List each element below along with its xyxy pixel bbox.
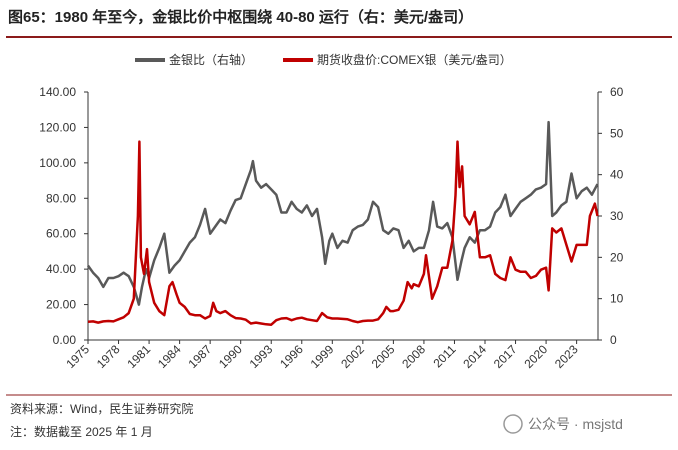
x-tick-label: 1999 [308, 342, 337, 371]
y-tick-label: 40.00 [46, 262, 76, 276]
y2-tick-label: 10 [610, 292, 624, 306]
legend-label: 期货收盘价:COMEX银（美元/盎司） [317, 52, 512, 67]
legend-item: 金银比（右轴） [135, 52, 253, 67]
x-tick-label: 1996 [277, 342, 306, 371]
series-line [87, 140, 599, 326]
x-tick-label: 1984 [155, 342, 184, 371]
y-tick-label: 120.00 [39, 120, 76, 134]
x-tick-label: 1978 [94, 342, 123, 371]
x-tick-label: 1981 [124, 342, 153, 371]
y-tick-label: 20.00 [46, 298, 76, 312]
y-tick-label: 80.00 [46, 191, 76, 205]
y-tick-label: 0.00 [53, 333, 77, 347]
y2-tick-label: 40 [610, 168, 624, 182]
y2-tick-label: 60 [610, 85, 624, 99]
x-tick-label: 2002 [338, 342, 367, 371]
x-tick-label: 1990 [216, 342, 245, 371]
x-tick-label: 2023 [552, 342, 581, 371]
legend-item: 期货收盘价:COMEX银（美元/盎司） [283, 52, 512, 67]
y-tick-label: 60.00 [46, 227, 76, 241]
x-tick-label: 1987 [185, 342, 214, 371]
x-tick-label: 2014 [460, 342, 489, 371]
x-tick-label: 1993 [247, 342, 276, 371]
watermark-icon [503, 414, 523, 434]
x-tick-label: 2011 [430, 342, 458, 370]
y-tick-label: 100.00 [39, 156, 76, 170]
x-tick-label: 2017 [491, 342, 520, 371]
chart-title: 图65：1980 年至今，金银比价中枢围绕 40-80 运行（右：美元/盎司） [8, 8, 473, 26]
x-tick-label: 2005 [369, 342, 398, 371]
date-note: 注：数据截至 2025 年 1 月 [10, 424, 153, 439]
y2-tick-label: 0 [610, 333, 617, 347]
watermark: 公众号 · msjstd [528, 416, 623, 432]
series-line [86, 120, 599, 306]
y2-tick-label: 50 [610, 126, 624, 140]
source-note: 资料来源：Wind，民生证券研究院 [10, 401, 193, 416]
y2-tick-label: 30 [610, 209, 624, 223]
y2-tick-label: 20 [610, 250, 624, 264]
x-tick-label: 2020 [521, 342, 550, 371]
legend-label: 金银比（右轴） [169, 52, 253, 67]
x-tick-label: 2008 [399, 342, 428, 371]
y-tick-label: 140.00 [39, 85, 76, 99]
